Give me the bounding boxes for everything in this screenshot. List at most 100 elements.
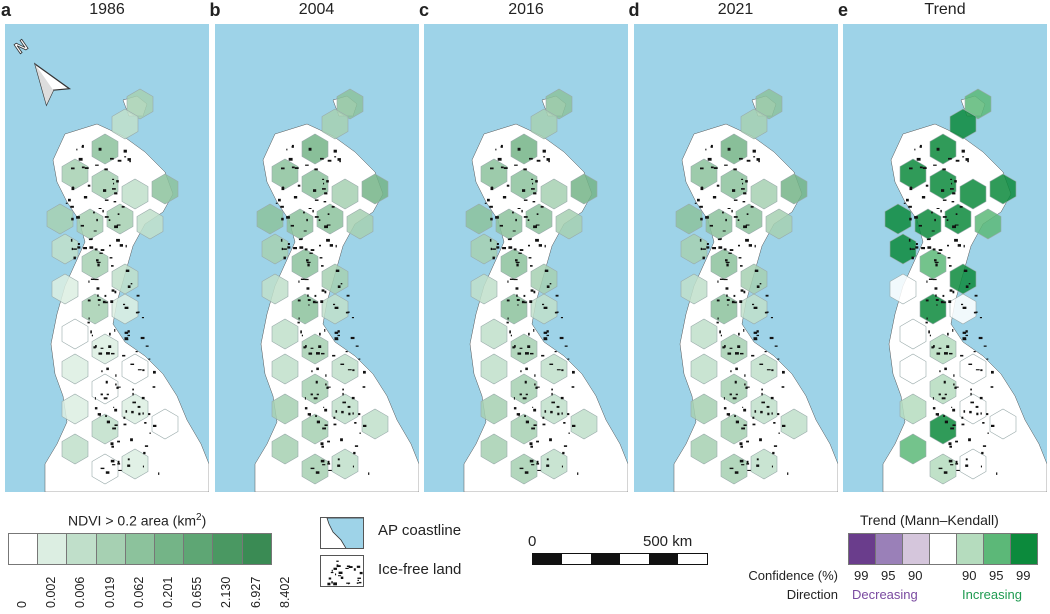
ice-free-patch [338,160,341,163]
ice-free-patch [933,345,935,348]
ice-free-patch [752,423,755,426]
ice-free-patch [543,337,548,340]
ice-free-patch [951,201,955,203]
hex-cell [755,88,782,120]
ice-free-patch [519,347,523,349]
ice-free-patch [98,304,100,306]
ice-free-patch [536,159,541,162]
ice-free-patch [731,300,734,304]
ice-free-patch [127,464,131,467]
ice-free-patch [733,301,737,304]
ice-free-patch [533,408,537,412]
ice-free-patch [939,370,941,373]
ice-free-patch [292,247,297,250]
hex-cell [336,88,363,120]
hex-cell [91,168,119,200]
ice-free-patch [700,247,702,251]
ice-free-patch [327,213,329,215]
confidence-label: Confidence (%) [748,568,838,583]
map-panel-b: b 2004 [210,0,419,492]
ice-free-patch [725,287,728,290]
ice-free-patch [710,166,714,169]
ice-free-patch [281,187,284,191]
ice-free-patch [329,244,333,247]
ice-free-patch [321,178,324,180]
ice-free-patch [288,157,293,161]
hex-cell [480,318,508,350]
map-b [214,24,419,492]
ice-free-patch [725,263,729,267]
ice-free-patch [724,259,728,262]
ice-free-patch [743,383,746,386]
ice-free-patch [931,230,935,232]
ice-free-patch [710,144,713,148]
ice-free-patch [84,167,89,169]
ice-free-patch [95,345,97,348]
ice-free-patch [506,299,510,302]
ice-free-patch [538,244,542,247]
ice-free-patch [563,445,568,447]
ice-free-patch [333,423,336,426]
ice-free-patch [101,370,103,373]
ice-free-patch [321,188,326,190]
ice-free-patch [512,230,516,232]
ice-free-patch [516,263,519,267]
ice-free-patch [142,412,144,415]
ice-free-patch [99,252,103,254]
ice-free-patch [492,256,495,260]
ice-free-patch [324,290,326,294]
ice-free-patch [281,247,283,251]
ice-free-patch [961,416,964,419]
hex-cell [929,333,957,365]
ice-free-patch [548,160,550,163]
ice-free-patch [308,208,311,209]
ice-free-patch [908,205,912,208]
ice-free-patch [104,168,108,171]
ice-free-patch [87,184,91,187]
ice-free-patch [909,217,912,221]
hex-cell [720,333,747,365]
ice-free-patch [345,311,349,314]
ice-free-patch [745,224,749,226]
ice-free-patch [531,464,535,466]
ice-free-patch [517,147,521,151]
ice-free-patch [948,300,952,303]
ice-free-patch [942,294,945,297]
ice-free-patch [776,413,779,416]
ice-free-patch [537,469,541,471]
ice-free-patch [549,283,552,285]
icefree-legend-swatch [320,555,364,587]
ice-free-patch [100,249,105,251]
hex-cell [331,393,358,425]
ice-free-patch [141,317,144,319]
ice-free-patch [297,321,300,324]
ice-free-patch [742,408,746,412]
ice-free-patch [748,244,752,247]
hex-cell [989,173,1017,205]
hex-cell [959,393,987,425]
ice-free-patch [965,285,969,288]
ice-free-patch [321,289,324,292]
ice-free-patch [716,184,719,187]
ice-free-patch [567,413,570,416]
ice-free-patch [331,206,335,208]
ice-free-patch [307,413,311,416]
ice-free-patch [523,168,527,171]
ice-free-patch [554,351,557,353]
ice-free-patch [927,246,932,249]
ndvi-legend-title: NDVI > 0.2 area (km2) [68,512,207,529]
ice-free-patch [953,383,955,386]
ice-free-patch [776,358,779,360]
ice-free-patch [513,278,518,281]
ice-free-patch [717,317,719,320]
ice-free-patch [699,167,704,170]
ice-free-patch [532,201,536,203]
trend-swatch [956,533,984,565]
hex-cell [510,168,538,200]
hex-cell [361,173,388,205]
ice-free-patch [950,188,954,190]
ice-free-patch [700,187,703,191]
scale-bar-start: 0 [528,533,537,550]
ice-free-patch [948,459,953,463]
ice-free-patch [350,336,354,340]
